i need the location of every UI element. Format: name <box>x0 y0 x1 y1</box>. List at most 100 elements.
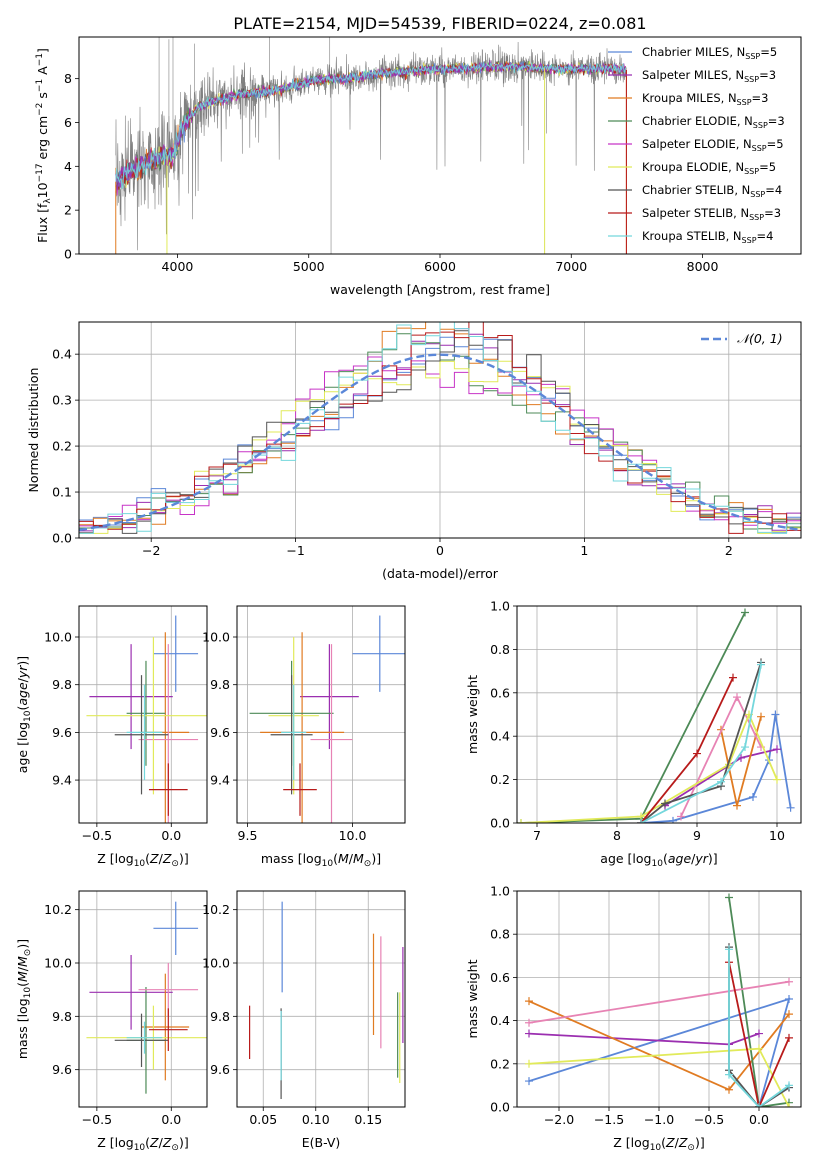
y-tick-label: 0.0 <box>490 1100 510 1115</box>
axes-frame <box>78 321 802 539</box>
weight-line-chabrier_elodie <box>520 612 746 823</box>
x-tick-label: 10 <box>769 828 785 843</box>
y-tick-label: 9.6 <box>210 1062 230 1077</box>
x-tick-label: 8 <box>613 828 621 843</box>
weight-line-kroupa_stelib <box>640 664 762 823</box>
weight-marker <box>785 995 793 1003</box>
weight-marker <box>773 745 781 754</box>
weight-marker <box>525 1018 533 1027</box>
legend-entry: Chabrier STELIB, NSSP=4 <box>642 183 782 199</box>
x-tick-label: 9.5 <box>238 828 258 843</box>
weight-marker <box>733 801 741 810</box>
x-tick-label: −0.5 <box>82 1112 112 1127</box>
weight-marker <box>525 997 533 1006</box>
y-tick-label: 0.6 <box>490 970 510 985</box>
spectrum-model-line-salpeter_miles <box>115 60 627 191</box>
x-axis-label: E(B-V) <box>302 1135 341 1150</box>
y-axis-label: mass weight <box>465 959 480 1038</box>
x-axis-label: wavelength [Angstrom, rest frame] <box>330 282 550 297</box>
y-tick-label: 0.2 <box>490 772 510 787</box>
panel-age_vs_Z: −0.5 0.0 9.4 9.6 9.8 10.0 Z [log10(Z/Z⊙)] age [… <box>15 605 208 869</box>
y-tick-label: 0.8 <box>490 927 510 942</box>
y-tick-label: 9.8 <box>210 1009 230 1024</box>
weight-line-salpeter_miles <box>528 1032 760 1046</box>
figure-title: PLATE=2154, MJD=54539, FIBERID=0224, z=0… <box>233 14 646 33</box>
legend-entry: Chabrier MILES, NSSP=5 <box>642 45 777 61</box>
weight-line-salpeter_miles <box>664 748 778 807</box>
y-axis-label: Flux [fλ10−17 erg cm−2 s−1 A−1] <box>35 48 53 243</box>
plot-area <box>86 615 207 823</box>
weight-line-chabrier_stelib <box>640 662 762 823</box>
weight-marker <box>785 977 793 986</box>
y-tick-label: 0.2 <box>490 1056 510 1071</box>
weight-marker <box>717 777 725 786</box>
panel-residuals: −2 −1 0 1 2 0.0 0.1 0.2 0.3 0.4 (data-model)/error… <box>26 321 802 581</box>
x-axis-label: Z [log10(Z/Z⊙)] <box>97 1135 189 1153</box>
x-tick-label: −2 <box>142 543 160 558</box>
y-tick-label: 0.4 <box>52 347 72 362</box>
y-tick-label: 9.8 <box>52 677 72 692</box>
legend-entry: Salpeter ELODIE, NSSP=5 <box>642 137 784 153</box>
weight-marker <box>757 712 765 721</box>
y-tick-label: 9.6 <box>52 725 72 740</box>
panel-weight_vs_Z: −2.0 −1.5 −1.0 −0.5 0.0 0.0 0.2 0.4 0.6 0.8 1.0 Z [… <box>465 884 802 1153</box>
panel-weight_vs_age: 7 8 9 10 0.0 0.2 0.4 0.6 0.8 1.0 age [log10(age/yr… <box>465 599 802 869</box>
x-axis-label: (data-model)/error <box>382 566 499 581</box>
y-tick-label: 9.8 <box>210 677 230 692</box>
plot-area <box>86 901 207 1094</box>
weight-marker <box>749 792 757 801</box>
weight-marker <box>771 710 780 719</box>
weight-marker <box>637 819 645 823</box>
y-tick-label: 9.6 <box>210 725 230 740</box>
y-tick-label: 10.0 <box>44 956 72 971</box>
spectrum-model-line-kroupa_stelib <box>115 61 627 190</box>
panel-mass_vs_ebv: 0.05 0.10 0.15 9.6 9.8 10.0 10.2 E(B-V) <box>202 890 406 1150</box>
weight-line-kroupa_stelib <box>728 949 790 1107</box>
x-tick-label: 0.0 <box>161 828 181 843</box>
x-tick-label: 0.0 <box>749 1112 769 1127</box>
y-axis-label: age [log10(age/yr)] <box>15 656 33 773</box>
weight-marker <box>741 743 749 752</box>
x-tick-label: 9 <box>693 828 701 843</box>
x-axis-label: age [log10(age/yr)] <box>600 851 717 869</box>
weight-marker <box>725 1085 733 1094</box>
weight-line-chabrier_miles <box>640 714 792 823</box>
y-tick-label: 0.4 <box>490 1013 510 1028</box>
y-axis-label: Normed distribution <box>26 368 41 493</box>
y-tick-label: 10.0 <box>44 630 72 645</box>
weight-marker <box>786 803 795 812</box>
y-tick-label: 9.8 <box>52 1009 72 1024</box>
weight-marker <box>525 1059 533 1068</box>
legend-entry: Kroupa MILES, NSSP=3 <box>642 91 768 107</box>
gaussian-curve <box>79 353 801 532</box>
weight-marker <box>725 893 733 902</box>
weight-marker <box>785 1033 793 1042</box>
y-tick-label: 10.0 <box>202 630 230 645</box>
weight-marker <box>785 1010 793 1019</box>
x-tick-label: −1.0 <box>644 1112 674 1127</box>
legend-entry: Chabrier ELODIE, NSSP=3 <box>642 114 785 130</box>
y-tick-label: 0.6 <box>490 685 510 700</box>
y-tick-label: 1.0 <box>490 599 510 614</box>
x-tick-label: 8000 <box>687 259 719 274</box>
histogram-chabrier_stelib <box>79 330 801 534</box>
x-tick-label: 0 <box>436 543 444 558</box>
weight-marker <box>755 1029 763 1038</box>
weight-marker <box>517 819 525 823</box>
legend-entry: Kroupa STELIB, NSSP=4 <box>642 229 773 245</box>
axes-frame <box>78 36 802 255</box>
plot-area <box>517 608 795 823</box>
y-axis-label: mass weight <box>465 675 480 754</box>
weight-marker <box>741 608 749 617</box>
weight-marker <box>669 816 677 823</box>
x-tick-label: 0.0 <box>161 1112 181 1127</box>
weight-marker <box>525 1029 533 1038</box>
x-tick-label: 0.10 <box>302 1112 330 1127</box>
x-axis-label: mass [log10(M/M⊙)] <box>261 851 381 869</box>
y-tick-label: 0.0 <box>52 531 72 546</box>
plot-area <box>115 37 627 254</box>
plot-area <box>525 893 793 1107</box>
plot-area <box>249 901 404 1099</box>
y-tick-label: 0.4 <box>490 729 510 744</box>
